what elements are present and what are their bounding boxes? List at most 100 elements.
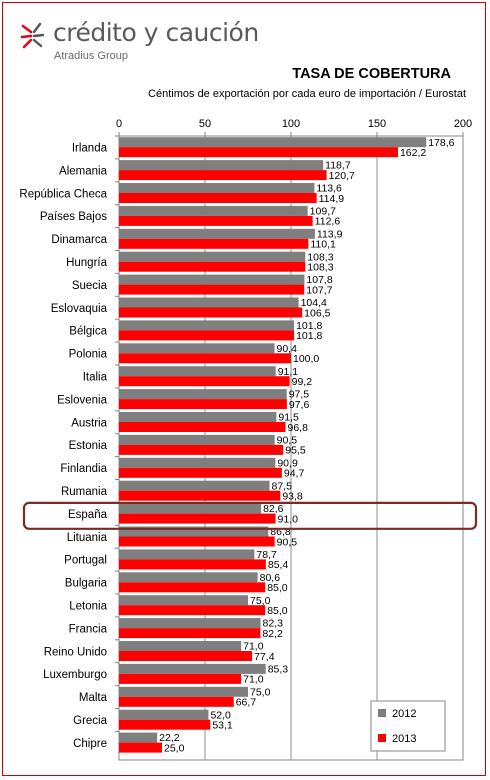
value-label-2013: 53,1 <box>212 720 233 732</box>
category-label: Austria <box>71 417 107 429</box>
value-label-2013: 82,2 <box>262 628 283 640</box>
value-label-2013: 99,2 <box>292 376 313 388</box>
value-label-2013: 85,4 <box>268 559 289 571</box>
value-label-2013: 94,7 <box>284 468 305 480</box>
category-label: Hungría <box>66 257 108 269</box>
bar-2012 <box>119 618 261 629</box>
value-label-2012: 107,8 <box>306 274 332 286</box>
bar-2013 <box>119 238 309 249</box>
value-label-2012: 113,6 <box>316 183 342 195</box>
category-label: Reino Unido <box>44 646 107 658</box>
value-label-2013: 106,5 <box>304 307 330 319</box>
bar-2013 <box>119 605 266 616</box>
x-tick-label: 0 <box>116 118 122 130</box>
category-label: Italia <box>83 372 108 384</box>
bar-2013 <box>119 696 234 707</box>
value-label-2012: 75,0 <box>250 595 271 607</box>
value-label-2012: 85,3 <box>268 664 289 676</box>
x-tick-label: 150 <box>368 118 386 130</box>
value-label-2012: 80,6 <box>260 572 281 584</box>
bar-2013 <box>119 467 282 478</box>
category-label: Bulgaria <box>65 578 108 590</box>
category-label: Irlanda <box>72 143 108 155</box>
category-label: Polonia <box>69 349 108 361</box>
x-tick-label: 50 <box>199 118 211 130</box>
bar-2012 <box>119 709 209 720</box>
bar-2013 <box>119 399 287 410</box>
category-label: Portugal <box>64 555 107 567</box>
value-label-2013: 110,1 <box>310 239 336 251</box>
brand-name: crédito y caución <box>53 18 259 47</box>
bar-2012 <box>119 297 299 308</box>
bar-2012 <box>119 412 277 422</box>
value-label-2012: 71,0 <box>243 641 264 653</box>
bar-2013 <box>119 742 162 753</box>
category-label: Letonia <box>69 601 107 613</box>
starburst-logo-icon <box>20 22 45 49</box>
bar-2013 <box>119 147 398 158</box>
legend-label-2012: 2012 <box>392 708 416 720</box>
legend-swatch-2012 <box>378 709 386 717</box>
value-label-2013: 25,0 <box>164 742 185 754</box>
value-label-2013: 66,7 <box>236 697 257 709</box>
value-label-2012: 101,8 <box>296 320 322 332</box>
value-label-2012: 118,7 <box>325 160 351 172</box>
bar-2013 <box>119 215 313 226</box>
bar-2013 <box>119 628 261 639</box>
category-label: Suecia <box>72 280 108 292</box>
category-label: Grecia <box>73 715 107 727</box>
bar-2013 <box>119 422 286 432</box>
value-label-2013: 112,6 <box>315 216 341 228</box>
brand-group: Atradius Group <box>54 50 128 62</box>
category-label: Bélgica <box>69 326 107 338</box>
category-label: Luxemburgo <box>43 669 107 681</box>
bar-2012 <box>119 457 276 468</box>
category-label: España <box>68 509 108 521</box>
legend-label-2013: 2013 <box>392 733 416 745</box>
bar-2012 <box>119 732 158 743</box>
bar-2012 <box>119 205 308 216</box>
bar-2012 <box>119 526 269 537</box>
category-label: Países Bajos <box>40 211 107 223</box>
category-label: Finlandia <box>60 463 107 475</box>
bar-2012 <box>119 641 242 651</box>
category-label: Francia <box>69 623 108 635</box>
bar-2012 <box>119 686 248 697</box>
category-label: Estonia <box>69 440 108 452</box>
bar-2012 <box>119 228 315 239</box>
bar-2013 <box>119 559 266 570</box>
value-label-2013: 108,3 <box>307 262 333 274</box>
bar-2013 <box>119 673 242 684</box>
value-label-2012: 91,5 <box>278 412 299 424</box>
value-label-2013: 85,0 <box>267 605 288 617</box>
value-label-2013: 114,9 <box>319 193 345 205</box>
value-label-2013: 95,5 <box>285 445 306 457</box>
bar-2012 <box>119 434 275 445</box>
bar-2012 <box>119 183 315 193</box>
bar-2013 <box>119 376 290 387</box>
bar-2013 <box>119 353 291 364</box>
bar-2013 <box>119 651 253 661</box>
bar-2013 <box>119 582 266 593</box>
value-label-2013: 77,4 <box>254 651 275 663</box>
value-label-2013: 100,0 <box>293 353 319 365</box>
value-label-2012: 78,7 <box>256 549 277 561</box>
category-label: Dinamarca <box>51 234 107 246</box>
value-label-2013: 120,7 <box>329 170 355 182</box>
x-tick-label: 200 <box>454 118 472 130</box>
value-label-2012: 113,9 <box>317 228 343 240</box>
bar-2013 <box>119 513 276 524</box>
bar-2013 <box>119 170 327 181</box>
value-label-2012: 178,6 <box>428 137 454 149</box>
value-label-2012: 75,0 <box>250 686 271 698</box>
bar-2013 <box>119 490 281 501</box>
value-label-2013: 96,8 <box>287 422 308 434</box>
bar-2012 <box>119 251 306 262</box>
value-label-2013: 93,8 <box>282 491 303 503</box>
value-label-2013: 107,7 <box>306 284 332 296</box>
chart-subtitle: Céntimos de exportación por cada euro de… <box>148 88 466 100</box>
bar-2013 <box>119 444 284 455</box>
category-label: Lituania <box>67 532 108 544</box>
category-label: Eslovaquia <box>51 303 108 315</box>
value-label-2012: 90,5 <box>277 435 298 447</box>
